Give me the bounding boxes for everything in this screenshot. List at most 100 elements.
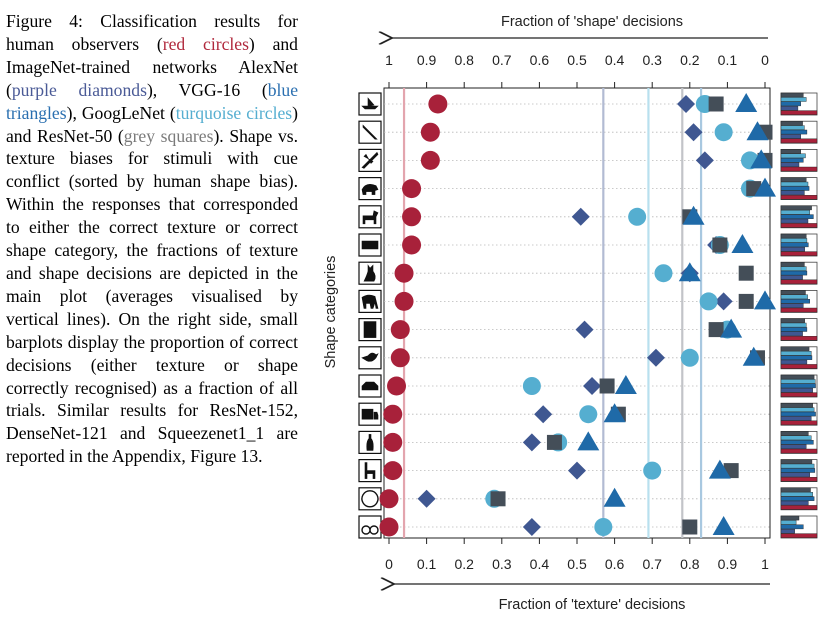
accuracy-bar-vgg-16 bbox=[780, 440, 814, 445]
point-alexnet-bird bbox=[646, 348, 665, 367]
accuracy-bar-vgg-16 bbox=[780, 411, 816, 417]
point-vgg-16-bear bbox=[754, 177, 776, 197]
accuracy-bar-alexnet bbox=[780, 500, 809, 506]
top-tick-label: 0.1 bbox=[718, 52, 738, 68]
accuracy-bar-alexnet bbox=[780, 388, 813, 393]
bottom-tick-label: 0.6 bbox=[605, 556, 625, 572]
point-vgg-16-clock bbox=[603, 487, 626, 507]
accuracy-bar-humans bbox=[780, 279, 818, 285]
chair-icon bbox=[358, 459, 382, 483]
accuracy-bar-vgg-16 bbox=[780, 524, 804, 530]
bottom-tick-label: 1 bbox=[761, 556, 769, 572]
point-humans-boat bbox=[428, 94, 448, 114]
accuracy-bar-resnet-50 bbox=[780, 487, 811, 493]
point-humans-car bbox=[387, 376, 407, 396]
point-vgg-16-bird bbox=[742, 346, 765, 366]
top-tick-label: 0 bbox=[761, 52, 769, 68]
point-humans-truck bbox=[383, 404, 403, 424]
point-humans-bicycle bbox=[379, 517, 399, 537]
point-vgg-16-bottle bbox=[577, 431, 600, 451]
point-googlenet-chair bbox=[643, 461, 662, 480]
truck-icon bbox=[358, 402, 382, 426]
accuracy-bar-googlenet bbox=[780, 97, 807, 102]
point-vgg-16-oven bbox=[720, 318, 743, 338]
top-tick-label: 0.5 bbox=[567, 52, 587, 68]
accuracy-bar-resnet-50 bbox=[780, 92, 804, 98]
point-resnet-50-cat bbox=[738, 265, 754, 281]
point-resnet-50-boat bbox=[708, 96, 724, 112]
accuracy-bar-resnet-50 bbox=[780, 262, 805, 267]
top-tick-label: 0.8 bbox=[454, 52, 474, 68]
accuracy-bar-alexnet bbox=[780, 275, 803, 280]
accuracy-bar-alexnet bbox=[780, 444, 807, 449]
accuracy-bar-alexnet bbox=[780, 359, 808, 365]
accuracy-bar-googlenet bbox=[780, 351, 812, 356]
accuracy-bar-googlenet bbox=[780, 407, 815, 412]
top-tick-label: 0.7 bbox=[492, 52, 512, 68]
top-tick-label: 0.4 bbox=[605, 52, 625, 68]
bottom-tick-label: 0.7 bbox=[642, 556, 662, 572]
accuracy-bar-resnet-50 bbox=[780, 233, 807, 239]
accuracy-bar-alexnet bbox=[780, 218, 809, 224]
accuracy-bar-alexnet bbox=[780, 331, 803, 337]
airplane-icon bbox=[358, 148, 382, 172]
accuracy-bar-humans bbox=[780, 251, 818, 256]
data-points bbox=[379, 93, 776, 537]
boat-icon bbox=[358, 92, 382, 116]
accuracy-bar-humans bbox=[780, 392, 818, 397]
point-alexnet-chair bbox=[568, 461, 586, 480]
accuracy-bar-humans bbox=[780, 110, 818, 115]
accuracy-bar-vgg-16 bbox=[780, 383, 816, 389]
bird-icon bbox=[358, 346, 382, 370]
point-alexnet-airplane bbox=[695, 151, 714, 170]
point-vgg-16-elephant bbox=[754, 290, 776, 310]
bottom-axis-title: Fraction of 'texture' decisions bbox=[499, 597, 686, 613]
point-vgg-16-truck bbox=[603, 403, 626, 423]
accuracy-bar-googlenet bbox=[780, 238, 808, 243]
accuracy-bar-googlenet bbox=[780, 153, 806, 159]
point-humans-dog bbox=[402, 207, 422, 227]
point-googlenet-elephant bbox=[699, 292, 718, 311]
accuracy-bar-vgg-16 bbox=[780, 214, 814, 219]
accuracy-bar-vgg-16 bbox=[780, 101, 801, 107]
dog-icon bbox=[358, 205, 382, 229]
accuracy-bar-resnet-50 bbox=[780, 515, 800, 521]
bottom-tick-label: 0.2 bbox=[454, 556, 474, 572]
accuracy-bar-alexnet bbox=[780, 416, 812, 421]
elephant-icon bbox=[358, 289, 382, 313]
caption-resnet: grey squares bbox=[123, 125, 214, 146]
accuracy-bar-googlenet bbox=[780, 463, 815, 469]
accuracy-bar-googlenet bbox=[780, 266, 807, 271]
point-alexnet-elephant bbox=[714, 292, 733, 311]
point-vgg-16-dog bbox=[682, 205, 705, 225]
point-vgg-16-car bbox=[614, 375, 637, 394]
accuracy-bar-resnet-50 bbox=[780, 374, 815, 380]
point-vgg-16-boat bbox=[735, 93, 758, 112]
point-resnet-50-keyboard bbox=[712, 237, 728, 253]
accuracy-bar-alexnet bbox=[780, 190, 805, 196]
top-tick-label: 1 bbox=[385, 52, 393, 68]
accuracy-bar-googlenet bbox=[780, 322, 807, 328]
point-resnet-50-car bbox=[599, 378, 615, 394]
knife-icon bbox=[358, 120, 382, 144]
accuracy-bar-vgg-16 bbox=[780, 327, 808, 332]
accuracy-bar-humans bbox=[780, 505, 818, 510]
accuracy-bar-resnet-50 bbox=[780, 459, 813, 464]
y-axis-title: Shape categories bbox=[323, 256, 339, 369]
bottom-tick-label: 0 bbox=[385, 556, 393, 572]
accuracy-bar-googlenet bbox=[780, 125, 805, 130]
point-alexnet-truck bbox=[534, 405, 553, 424]
bottom-tick-label: 0.5 bbox=[567, 556, 587, 572]
accuracy-bar-resnet-50 bbox=[780, 318, 805, 323]
point-resnet-50-oven bbox=[708, 322, 724, 338]
point-humans-cat bbox=[394, 263, 414, 283]
point-alexnet-knife bbox=[684, 123, 703, 142]
point-humans-airplane bbox=[420, 150, 440, 170]
accuracy-bar-humans bbox=[780, 533, 818, 538]
category-icons bbox=[358, 92, 382, 539]
accuracy-bar-humans bbox=[780, 138, 818, 144]
point-humans-bear bbox=[402, 179, 422, 199]
accuracy-bar-vgg-16 bbox=[780, 129, 808, 135]
point-alexnet-clock bbox=[417, 489, 436, 508]
clock-icon bbox=[358, 487, 382, 511]
